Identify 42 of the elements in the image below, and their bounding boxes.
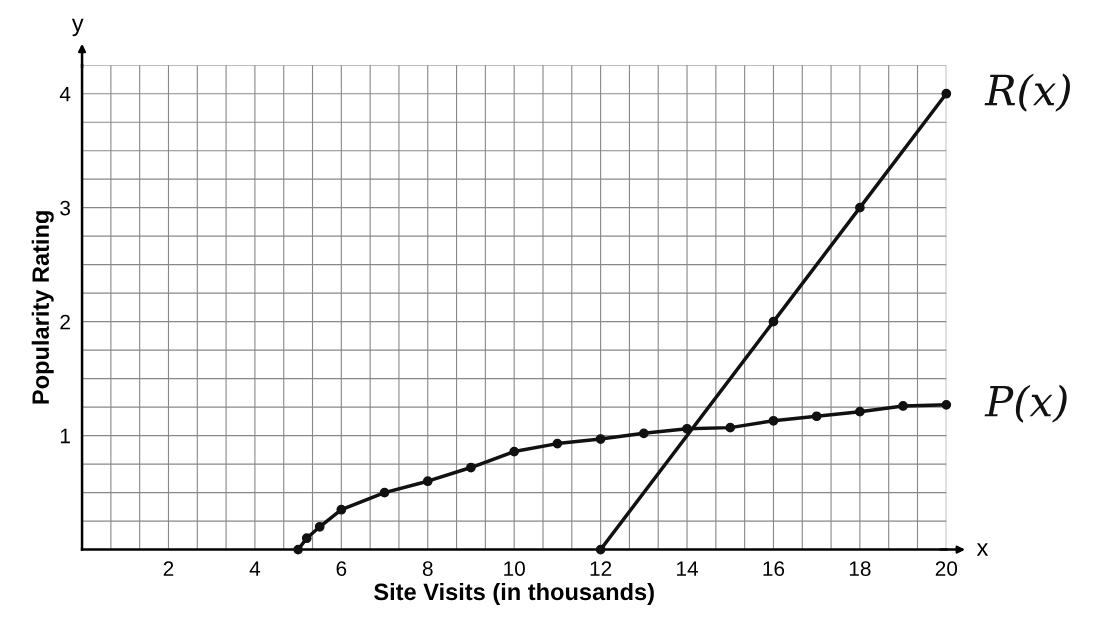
x-tick-label: 4 (249, 561, 261, 576)
point (293, 544, 303, 555)
y-tick-label: 2 (60, 314, 70, 330)
series-label: R(x) (984, 73, 1070, 112)
x-tick-label: 18 (849, 561, 871, 576)
point (595, 544, 606, 555)
text: y (71, 18, 84, 37)
point (466, 462, 476, 473)
x-tick-label: 20 (935, 561, 958, 576)
x-tick-label: 2 (163, 561, 174, 576)
point (422, 476, 433, 487)
point (314, 521, 325, 532)
y-tick-label: 1 (60, 428, 70, 444)
series-label: P(x) (984, 384, 1067, 423)
y-tick-label: 3 (60, 200, 71, 216)
x-axis-title: Site Visits (in thousands) (374, 582, 654, 605)
point (898, 401, 908, 411)
point (336, 504, 347, 515)
x-tick-label: 16 (763, 561, 785, 576)
x-tick-label: 14 (677, 561, 699, 576)
x-tick-label: 8 (422, 561, 433, 576)
point (855, 406, 865, 417)
x-tick-label: 6 (336, 561, 347, 576)
point (725, 422, 736, 433)
point (768, 316, 779, 327)
point (301, 533, 312, 544)
point (682, 423, 692, 434)
point (552, 438, 563, 449)
point (855, 202, 865, 213)
point (811, 411, 822, 422)
point (379, 487, 390, 498)
x-tick-label: 12 (590, 561, 612, 576)
text: x (976, 543, 989, 556)
point (768, 415, 779, 426)
point (638, 428, 649, 439)
y-tick-label: 4 (59, 86, 71, 102)
point (509, 446, 520, 457)
point (941, 88, 952, 99)
point (941, 399, 952, 410)
y-axis-title: Popularity Rating (31, 211, 54, 404)
point (595, 434, 606, 444)
x-tick-label: 10 (504, 561, 525, 576)
